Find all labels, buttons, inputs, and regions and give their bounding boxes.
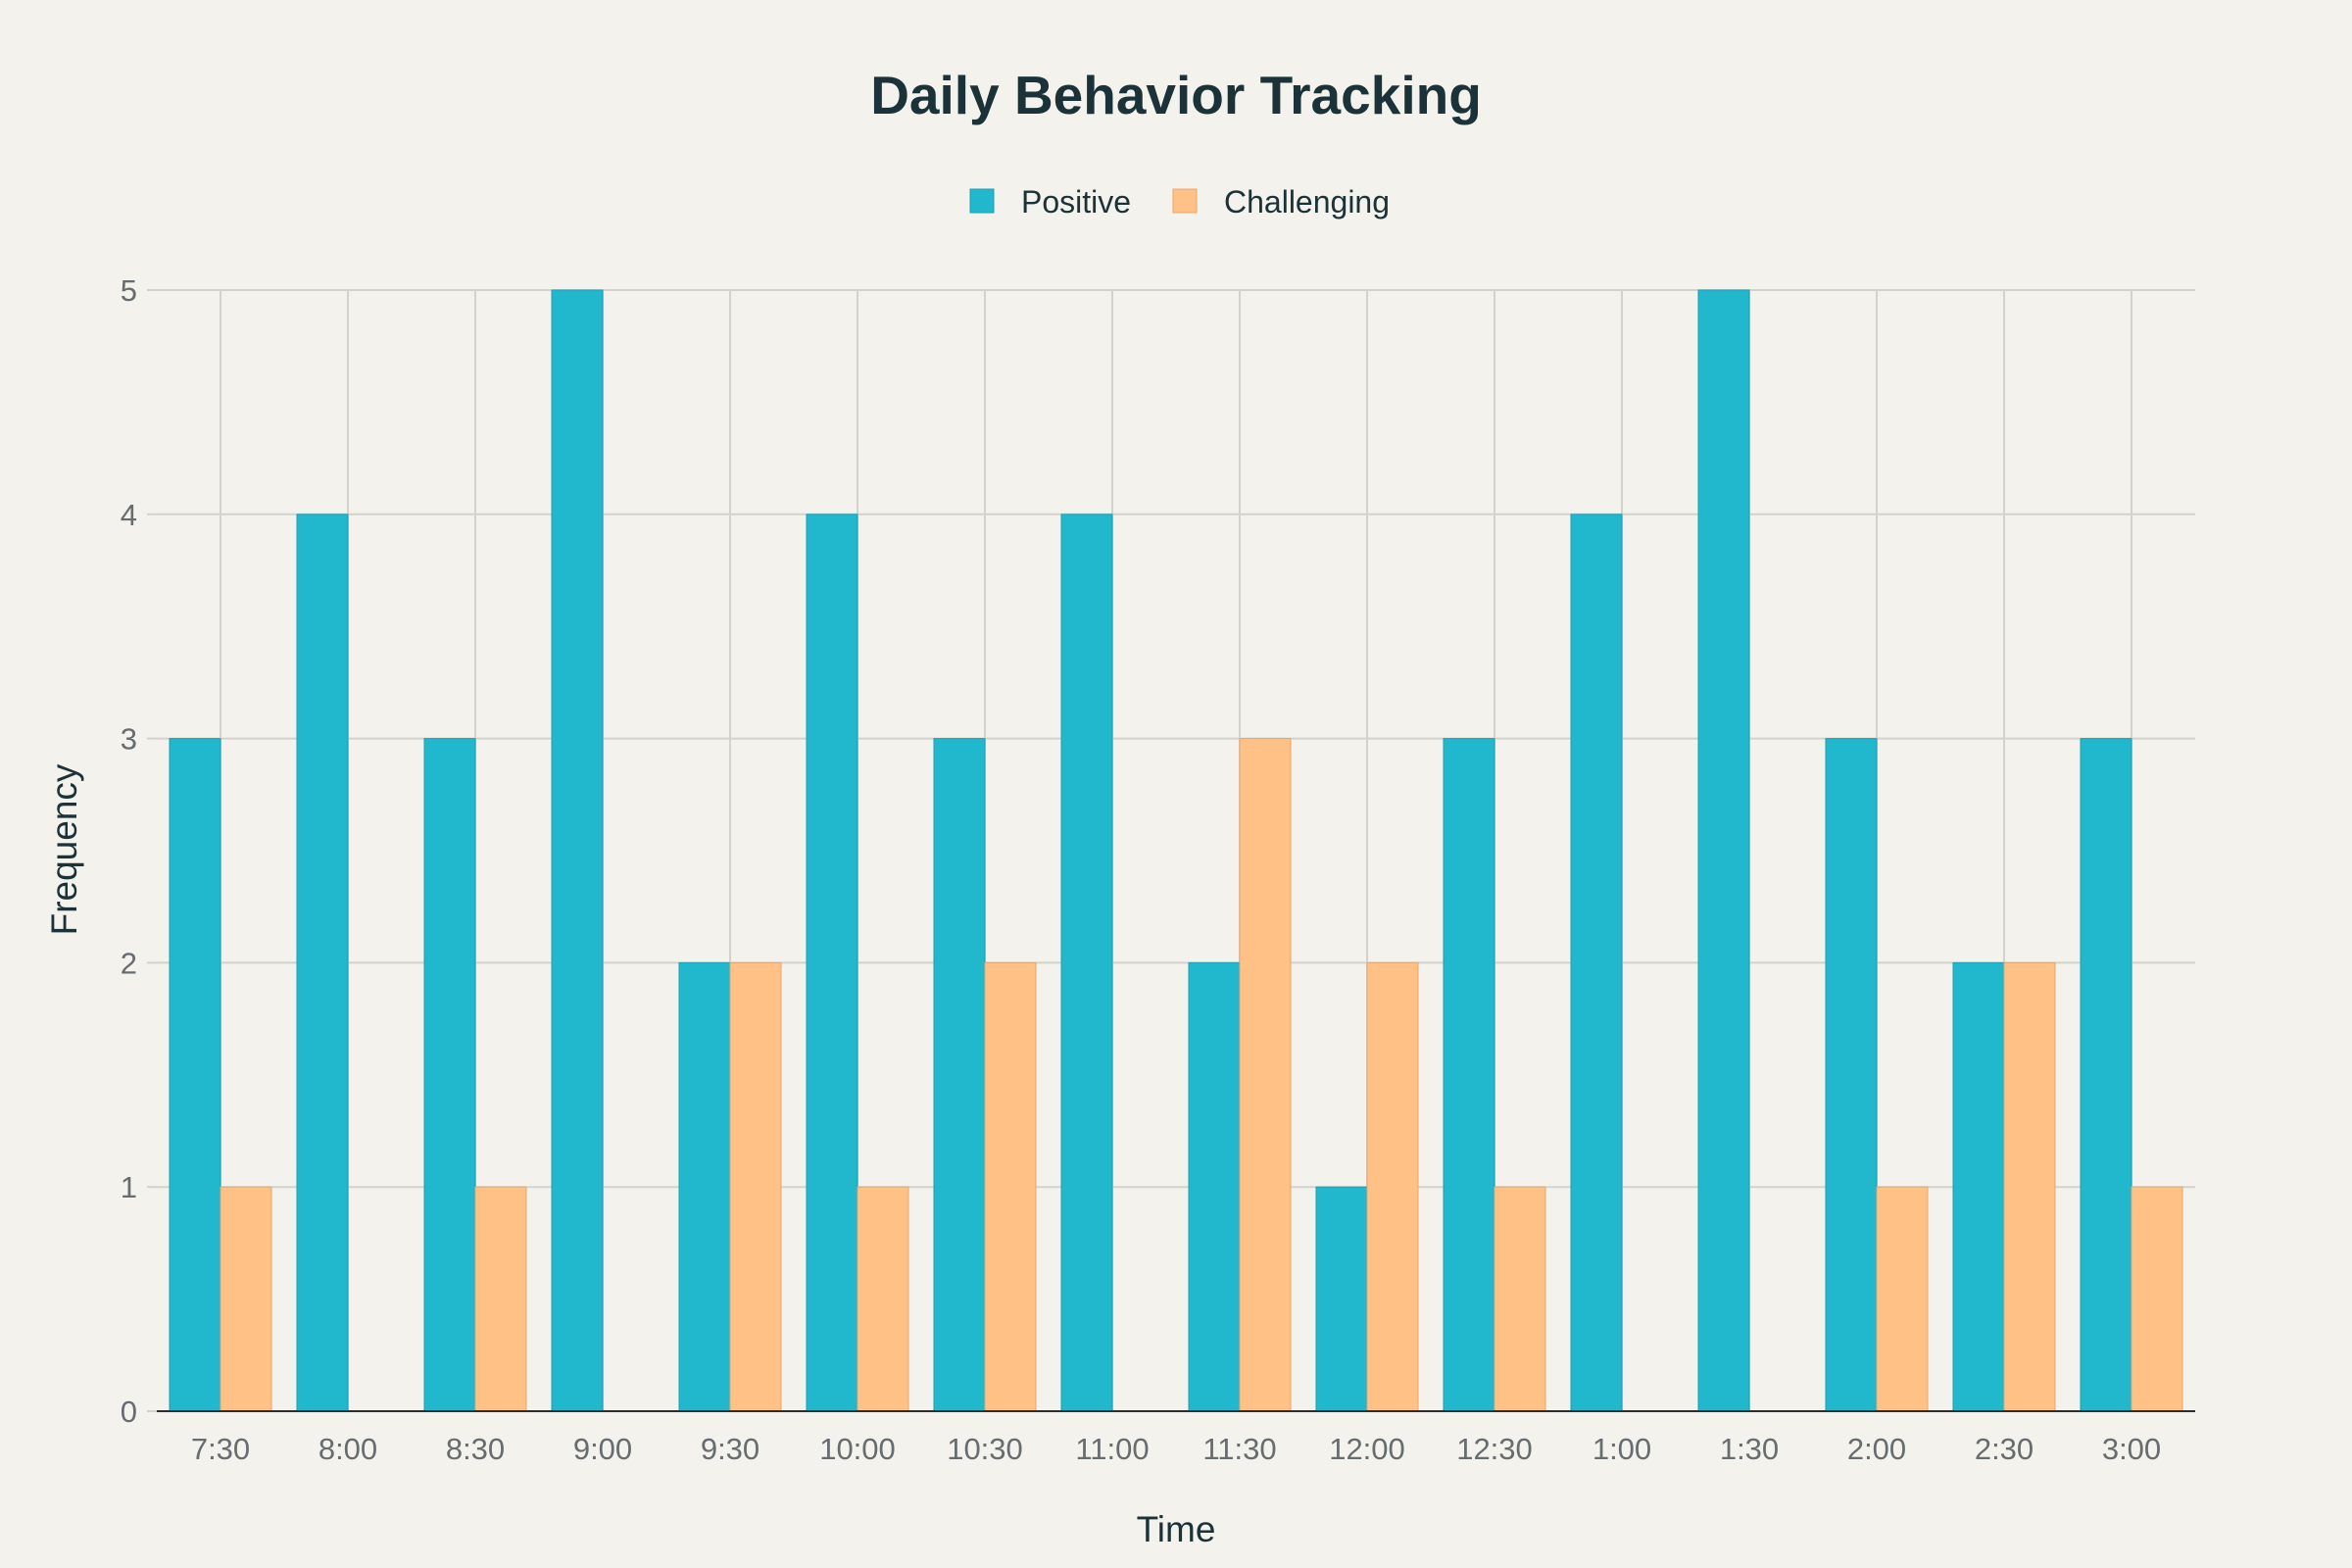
bar-positive-8-30 [423,738,476,1412]
bar-challenging-7-30 [220,1186,272,1412]
bar-challenging-10-00 [857,1186,909,1412]
x-tick-label: 9:30 [701,1432,760,1466]
x-tick-label: 2:00 [1847,1432,1906,1466]
x-tick-label: 8:00 [318,1432,377,1466]
bar-positive-12-30 [1443,738,1495,1412]
x-axis-title: Time [1137,1509,1216,1549]
bar-challenging-2-30 [2003,961,2056,1412]
x-tick-label: 10:00 [819,1432,896,1466]
y-tick-label: 5 [121,273,137,308]
chart-title: Daily Behavior Tracking [870,65,1482,125]
bar-positive-9-00 [551,289,604,1412]
bar-challenging-11-30 [1239,738,1292,1412]
bars [169,289,2183,1412]
bar-positive-1-00 [1570,514,1623,1412]
legend-label-positive: Positive [1021,184,1131,220]
x-tick-label: 9:00 [573,1432,632,1466]
x-tick-label: 3:00 [2102,1432,2161,1466]
x-tick-label: 8:30 [446,1432,505,1466]
x-tick-label: 1:00 [1592,1432,1651,1466]
legend: Positive Challenging [969,184,1390,220]
legend-swatch-positive [969,188,995,214]
y-tick-label: 2 [121,946,137,980]
legend-swatch-challenging [1172,188,1198,214]
x-tick-label: 12:30 [1456,1432,1533,1466]
bar-positive-7-30 [169,738,221,1412]
x-tick-label: 2:30 [1975,1432,2034,1466]
bar-positive-9-30 [678,961,731,1412]
bar-positive-11-00 [1060,514,1113,1412]
bar-challenging-3-00 [2131,1186,2183,1412]
bar-positive-12-00 [1315,1186,1368,1412]
bar-challenging-8-30 [474,1186,527,1412]
bar-challenging-10-30 [984,961,1037,1412]
bar-positive-1-30 [1697,289,1750,1412]
tick-labels: 0 1 2 3 4 5 7:30 8:00 8:30 9:00 9:30 10:00 10:30 11:0… [121,273,2161,1466]
y-tick-label: 1 [121,1170,137,1204]
x-tick-label: 11:00 [1075,1432,1149,1466]
bar-positive-2-30 [1952,961,2005,1412]
bar-challenging-12-00 [1366,961,1419,1412]
y-tick-label: 0 [121,1395,137,1429]
y-tick-label: 3 [121,722,137,757]
x-tick-label: 7:30 [191,1432,250,1466]
bar-positive-11-30 [1188,961,1241,1412]
bar-challenging-2-00 [1876,1186,1929,1412]
bar-challenging-9-30 [729,961,782,1412]
y-tick-label: 4 [121,498,137,532]
bar-positive-10-00 [806,514,858,1412]
legend-label-challenging: Challenging [1224,184,1390,220]
bar-positive-8-00 [296,514,349,1412]
bar-positive-10-30 [933,738,986,1412]
bar-positive-3-00 [2080,738,2132,1412]
y-axis-title: Frequency [44,763,84,935]
bar-positive-2-00 [1825,738,1878,1412]
x-tick-label: 11:30 [1202,1432,1276,1466]
x-tick-label: 1:30 [1720,1432,1779,1466]
x-tick-label: 10:30 [947,1432,1023,1466]
bar-challenging-12-30 [1494,1186,1546,1412]
x-tick-label: 12:00 [1329,1432,1405,1466]
